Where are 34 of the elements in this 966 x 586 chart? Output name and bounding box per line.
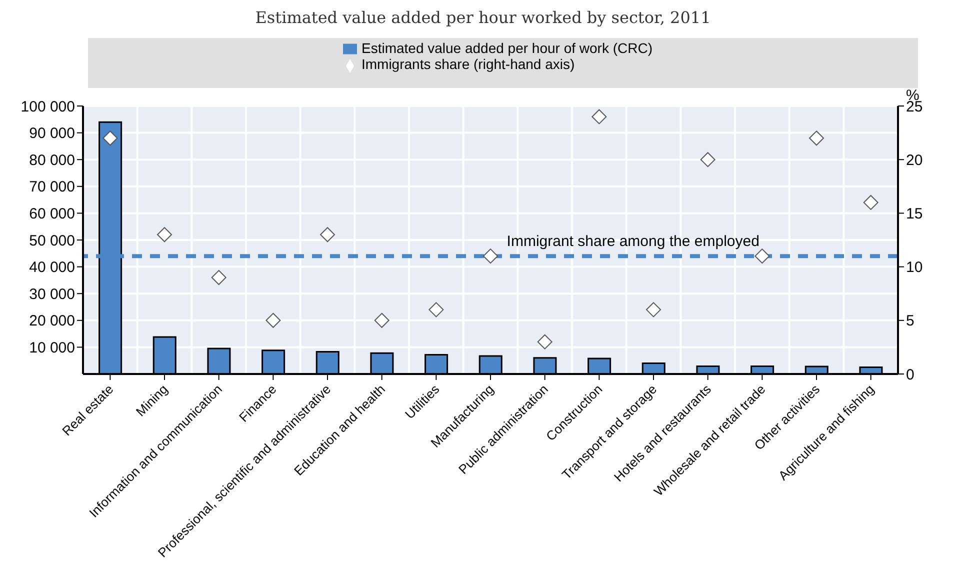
y2-tick-label: 5 <box>906 312 914 330</box>
y-tick-label: 30 000 <box>29 286 75 303</box>
point <box>809 130 824 146</box>
point <box>428 302 444 318</box>
y-tick-label: 20 000 <box>29 312 75 330</box>
chart-title: Estimated value added per hour worked by sector, 2011 <box>254 8 712 29</box>
point <box>211 270 226 286</box>
y-tick-label: 70 000 <box>29 178 75 196</box>
point <box>320 227 335 242</box>
point <box>700 152 716 168</box>
y-tick-label: 100 000 <box>20 98 75 116</box>
point <box>754 248 770 264</box>
y2-tick-label: 15 <box>906 206 923 223</box>
point <box>863 194 878 210</box>
point <box>592 109 607 124</box>
y2-tick-label: 0 <box>906 366 914 384</box>
legend-label: Estimated value added per hour of work (CRC) <box>361 40 653 56</box>
y-tick-label: 40 000 <box>29 259 75 276</box>
point <box>102 130 118 146</box>
ref-line-label: Immigrant share among the employed <box>506 233 760 250</box>
y-tick-label: 60 000 <box>29 206 75 223</box>
y2-tick-label: 10 <box>906 259 923 276</box>
y-tick-label: 90 000 <box>29 125 75 142</box>
point <box>537 334 552 350</box>
point <box>157 227 172 242</box>
y-tick-label: 50 000 <box>29 232 75 250</box>
legend-label: Immigrants share (right-hand axis) <box>361 56 575 72</box>
point <box>374 312 390 328</box>
y-tick-label: 80 000 <box>29 152 75 169</box>
y-tick-label: 10 000 <box>29 340 75 357</box>
point <box>266 312 281 328</box>
y2-tick-label: 20 <box>906 152 923 169</box>
point <box>483 248 498 264</box>
point <box>646 302 661 318</box>
